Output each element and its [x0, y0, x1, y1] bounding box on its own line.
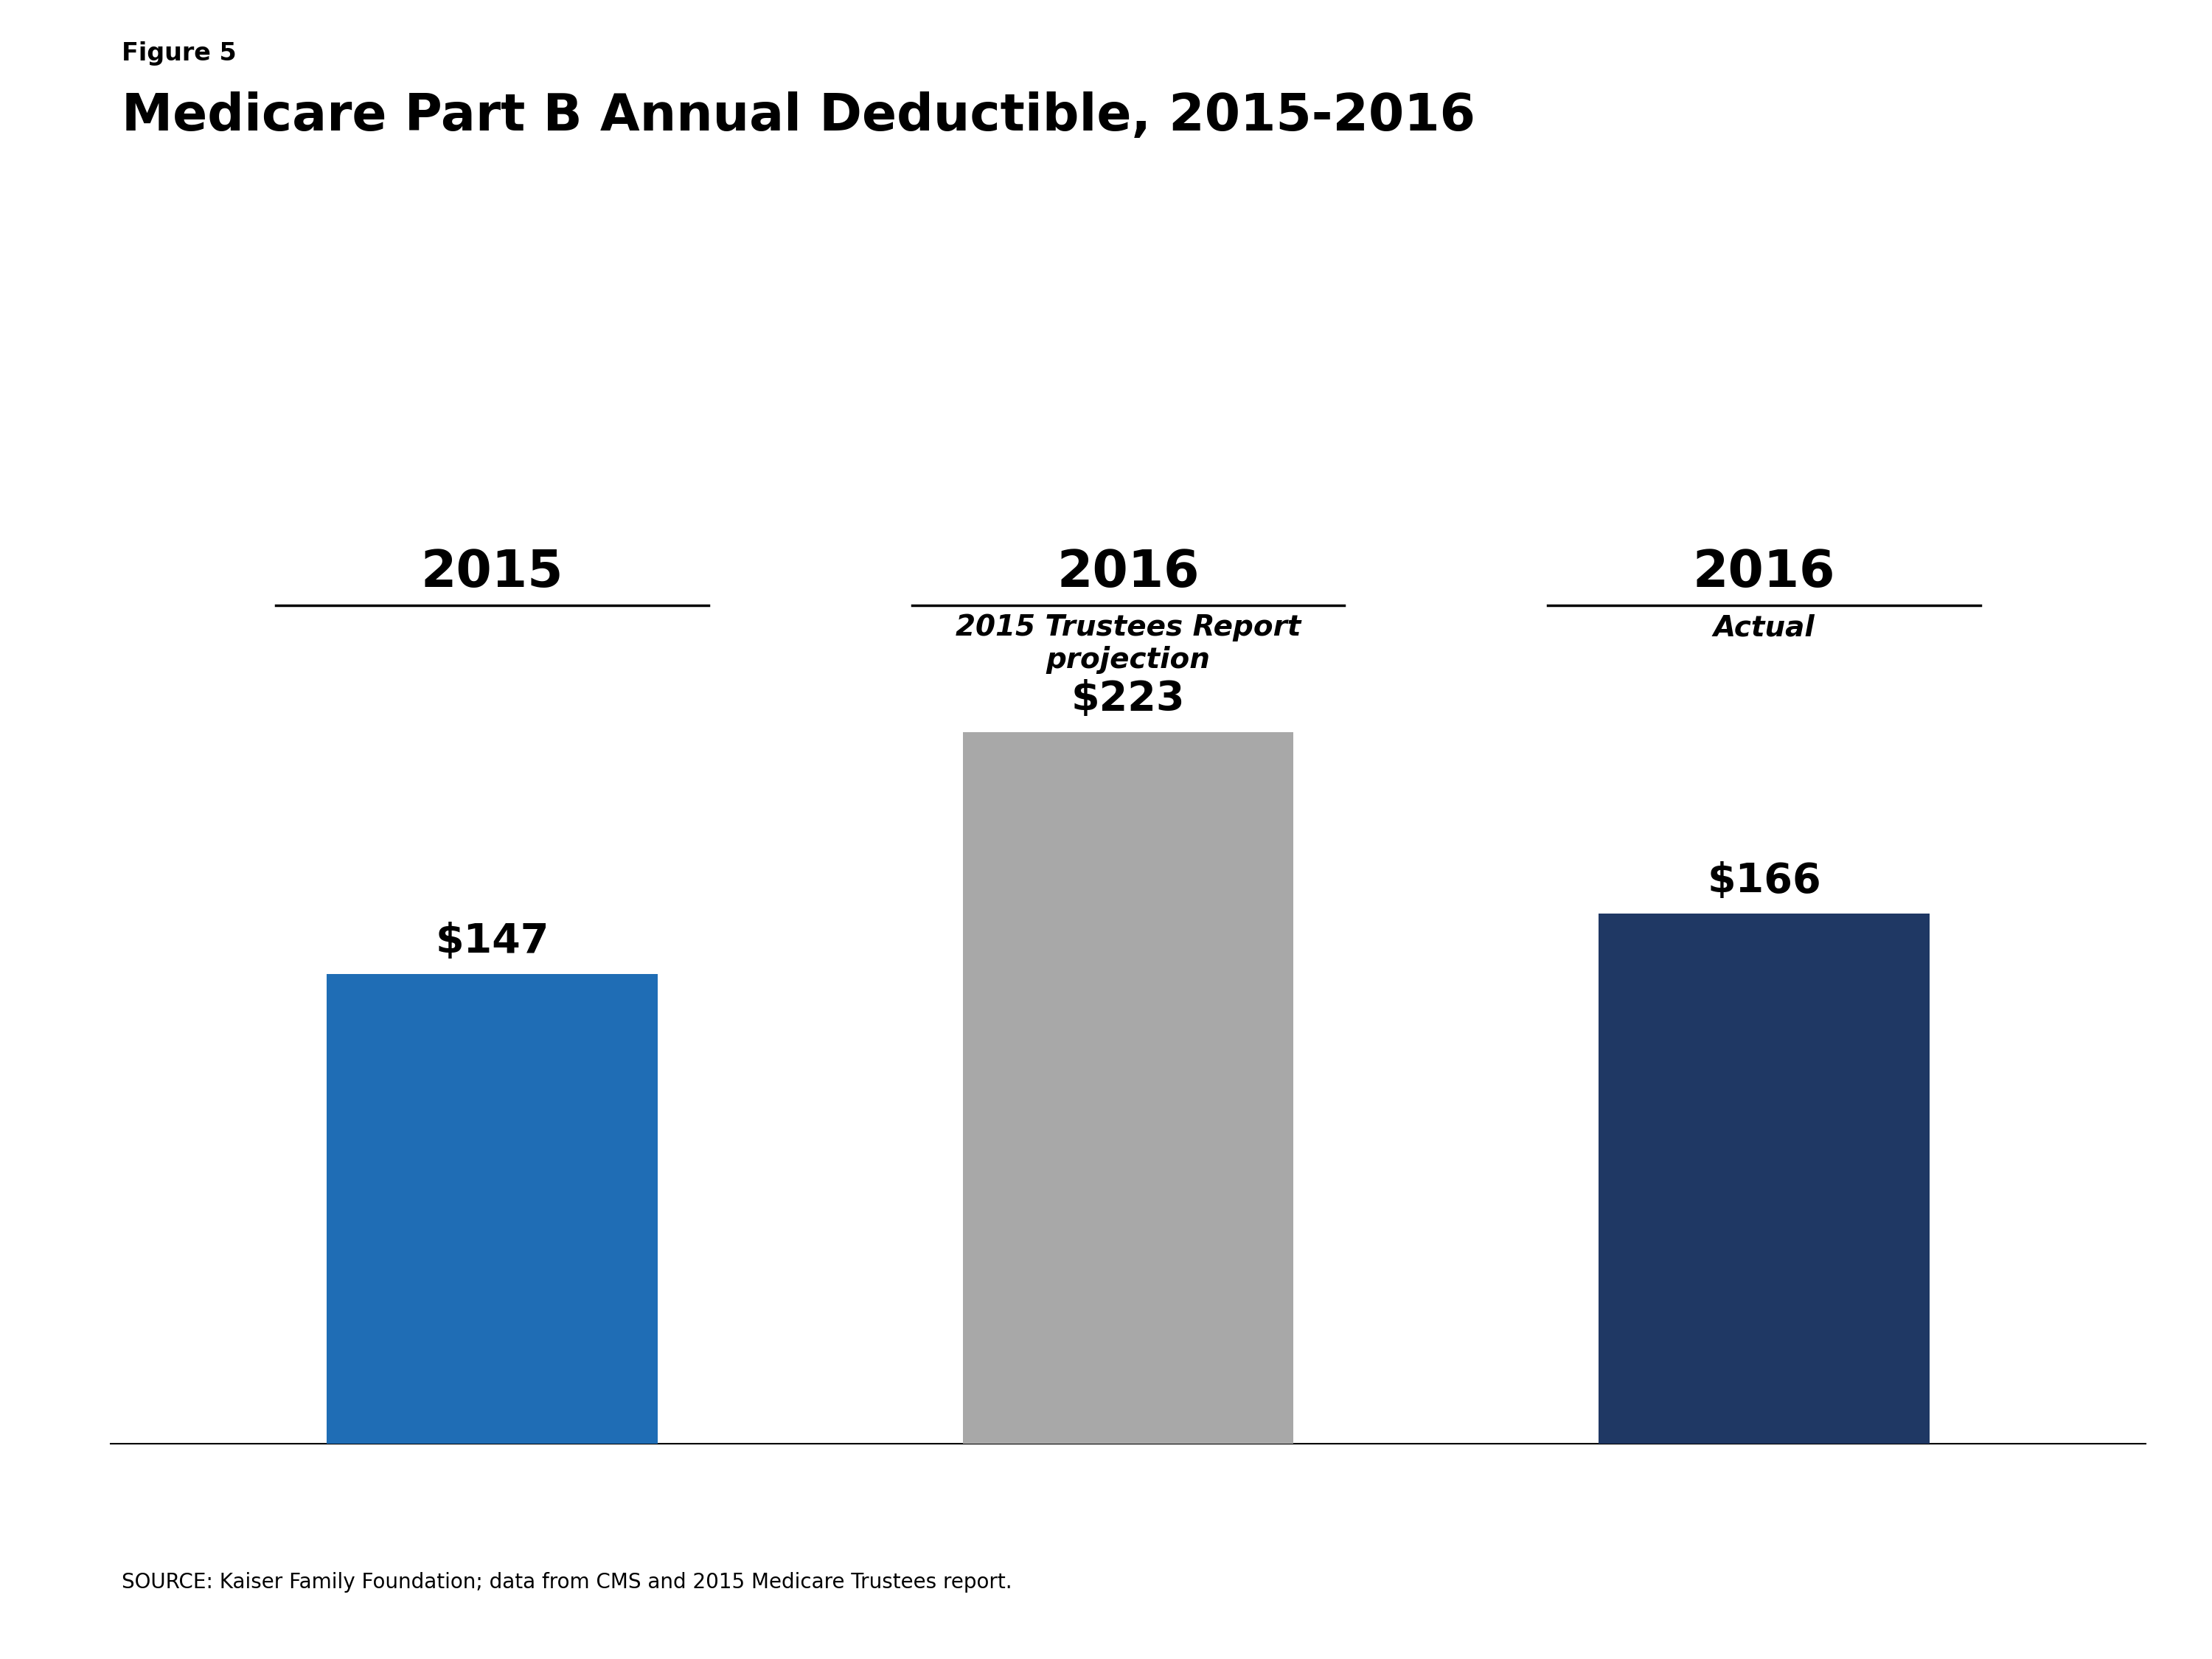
Bar: [962, 732, 1294, 1443]
Text: 2016: 2016: [1692, 547, 1836, 597]
Text: 2016: 2016: [1057, 547, 1199, 597]
Text: 2015: 2015: [420, 547, 564, 597]
Text: Actual: Actual: [1714, 614, 1814, 642]
Text: $223: $223: [1071, 679, 1186, 718]
Text: FAMILY: FAMILY: [1964, 1556, 2020, 1569]
Bar: [1599, 914, 1929, 1443]
Text: 2015 Trustees Report
projection: 2015 Trustees Report projection: [956, 614, 1301, 674]
Text: THE HENRY J.: THE HENRY J.: [1953, 1491, 2031, 1501]
Text: Medicare Part B Annual Deductible, 2015-2016: Medicare Part B Annual Deductible, 2015-…: [122, 91, 1475, 141]
Bar: [327, 974, 657, 1443]
Text: KAISER: KAISER: [1953, 1521, 2031, 1541]
Text: $147: $147: [436, 922, 549, 962]
Text: $166: $166: [1708, 861, 1820, 901]
Text: SOURCE: Kaiser Family Foundation; data from CMS and 2015 Medicare Trustees repor: SOURCE: Kaiser Family Foundation; data f…: [122, 1573, 1013, 1593]
Text: FOUNDATION: FOUNDATION: [1953, 1593, 2031, 1603]
Text: Figure 5: Figure 5: [122, 41, 237, 66]
